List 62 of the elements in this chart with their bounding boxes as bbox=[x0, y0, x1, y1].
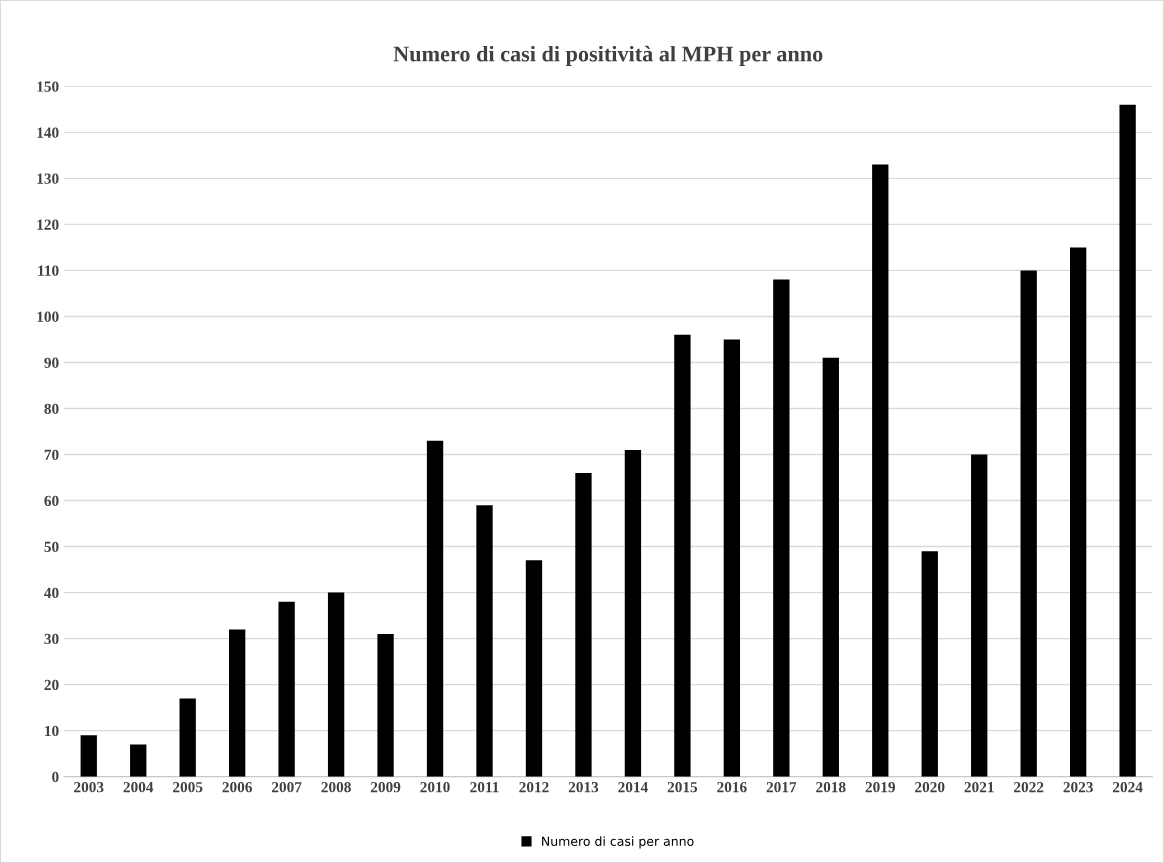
y-tick-label: 140 bbox=[37, 127, 59, 138]
x-tick-label: 2020 bbox=[915, 782, 945, 793]
x-tick-label: 2003 bbox=[74, 782, 104, 793]
x-tick-label: 2016 bbox=[717, 782, 747, 793]
legend-label: Numero di casi per anno bbox=[542, 836, 694, 849]
bar bbox=[624, 449, 642, 777]
y-tick-label: 70 bbox=[44, 449, 59, 460]
y-tick-label: 150 bbox=[37, 81, 59, 92]
x-tick-label: 2024 bbox=[1112, 782, 1143, 793]
x-tick-label: 2019 bbox=[865, 782, 895, 793]
x-tick-label: 2015 bbox=[667, 782, 698, 793]
bar bbox=[921, 551, 938, 777]
bar bbox=[1069, 247, 1087, 777]
bar bbox=[525, 560, 543, 777]
x-tick-label: 2012 bbox=[519, 782, 549, 793]
bar bbox=[1119, 104, 1136, 777]
bar bbox=[377, 634, 394, 777]
y-tick-label: 30 bbox=[44, 633, 59, 645]
x-tick-label: 2007 bbox=[272, 782, 302, 793]
y-tick-label: 80 bbox=[44, 403, 59, 414]
bar bbox=[278, 601, 295, 777]
x-tick-label: 2005 bbox=[173, 782, 203, 793]
x-tick-label: 2010 bbox=[420, 782, 450, 793]
x-tick-label: 2021 bbox=[964, 782, 994, 793]
bar bbox=[575, 472, 592, 777]
y-tick-label: 90 bbox=[44, 357, 59, 368]
y-tick-label: 110 bbox=[38, 265, 59, 276]
x-tick-label: 2009 bbox=[370, 782, 401, 793]
y-tick-label: 120 bbox=[37, 219, 59, 230]
x-tick-label: 2023 bbox=[1063, 782, 1093, 793]
x-tick-label: 2004 bbox=[123, 782, 154, 793]
x-tick-label: 2022 bbox=[1014, 782, 1044, 793]
x-tick-label: 2014 bbox=[618, 782, 648, 793]
bar bbox=[872, 164, 889, 777]
bar bbox=[822, 357, 839, 777]
x-tick-label: 2018 bbox=[816, 782, 846, 793]
y-tick-label: 50 bbox=[44, 541, 59, 553]
x-tick-label: 2008 bbox=[321, 782, 351, 793]
y-tick-label: 10 bbox=[45, 725, 59, 737]
bar bbox=[426, 440, 444, 777]
bar bbox=[723, 339, 741, 777]
bar bbox=[130, 744, 147, 777]
bar bbox=[229, 629, 246, 777]
x-tick-label: 2013 bbox=[568, 782, 599, 793]
bar bbox=[327, 592, 345, 777]
y-tick-label: 0 bbox=[52, 771, 59, 783]
y-tick-label: 100 bbox=[37, 311, 59, 322]
bar bbox=[971, 454, 988, 777]
x-tick-label: 2006 bbox=[222, 782, 252, 793]
bar bbox=[1020, 270, 1037, 777]
y-tick-label: 40 bbox=[44, 587, 59, 599]
x-tick-label: 2011 bbox=[470, 782, 499, 793]
bar bbox=[80, 735, 97, 777]
y-tick-label: 20 bbox=[44, 679, 59, 691]
x-tick-label: 2017 bbox=[766, 782, 797, 793]
y-tick-label: 130 bbox=[37, 173, 59, 184]
chart-title: Numero di casi di positività al MPH per anno bbox=[393, 45, 823, 67]
y-tick-label: 60 bbox=[44, 495, 59, 506]
bar bbox=[773, 279, 790, 777]
bar bbox=[476, 505, 493, 777]
bar bbox=[674, 334, 691, 777]
bar bbox=[179, 698, 196, 777]
